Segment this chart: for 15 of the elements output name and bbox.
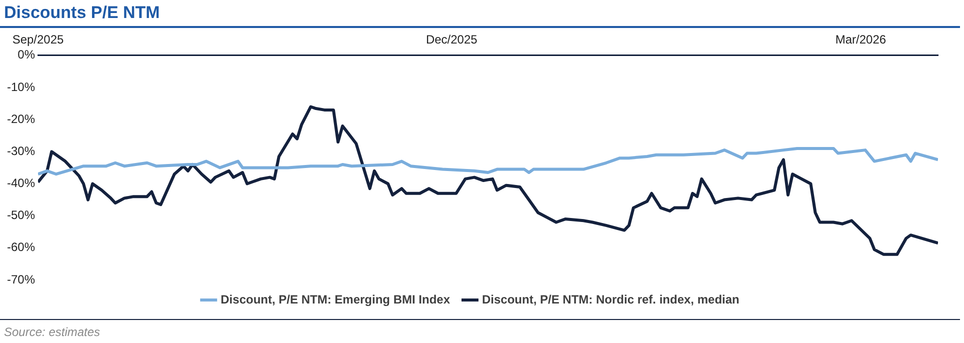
y-tick-label: -30% xyxy=(7,144,36,158)
y-tick-label: -20% xyxy=(7,112,36,126)
y-tick-label: -70% xyxy=(7,272,36,286)
legend-label: Discount, P/E NTM: Nordic ref. index, median xyxy=(482,292,740,306)
x-tick-label: Mar/2026 xyxy=(835,32,886,47)
legend-label: Discount, P/E NTM: Emerging BMI Index xyxy=(220,292,450,306)
x-tick-label: Dec/2025 xyxy=(426,32,478,47)
y-tick-label: -60% xyxy=(7,240,36,254)
source-note: Source: estimates xyxy=(4,325,100,339)
y-tick-label: -50% xyxy=(7,208,36,222)
y-tick-label: 0% xyxy=(18,48,36,62)
chart-title: Discounts P/E NTM xyxy=(4,3,160,23)
y-tick-label: -10% xyxy=(7,80,36,94)
x-tick-label: Sep/2025 xyxy=(12,32,64,47)
y-tick-label: -40% xyxy=(7,176,36,190)
